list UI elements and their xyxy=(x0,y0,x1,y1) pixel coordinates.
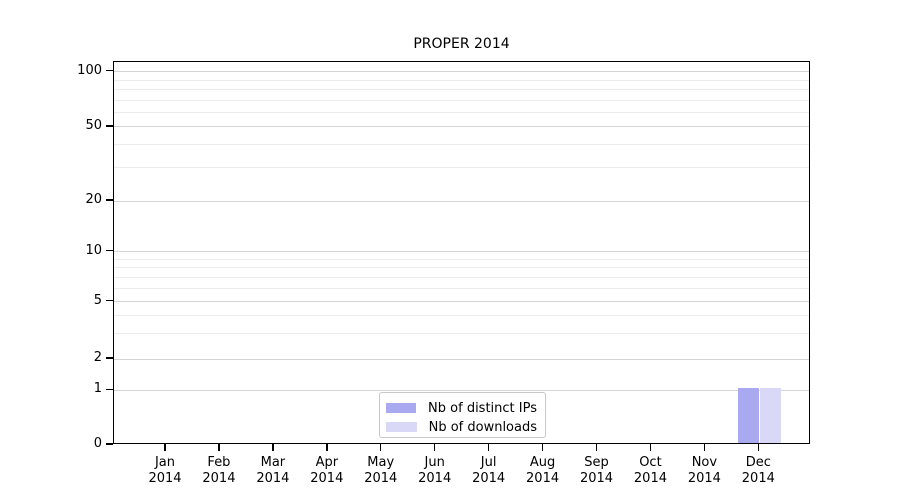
x-tick-mark xyxy=(757,444,760,451)
x-tick-label-month: Oct xyxy=(639,455,662,470)
x-tick-label-year: 2014 xyxy=(633,470,667,486)
gridline-minor xyxy=(114,144,809,146)
y-tick-label: 20 xyxy=(85,192,102,208)
y-tick-mark xyxy=(106,443,113,445)
x-tick-mark xyxy=(703,444,706,451)
y-tick-label: 1 xyxy=(93,381,102,397)
x-tick-label-month: May xyxy=(367,455,395,470)
gridline-major xyxy=(114,126,809,128)
x-tick-mark xyxy=(326,444,328,451)
x-tick-label: Sep 2014 xyxy=(567,455,627,486)
x-tick-label-month: Sep xyxy=(584,455,609,470)
x-tick-mark xyxy=(380,444,382,451)
x-tick-label: Oct 2014 xyxy=(620,455,680,486)
y-tick-mark xyxy=(106,299,113,302)
x-tick-mark xyxy=(218,444,220,451)
y-tick-label: 50 xyxy=(85,117,102,133)
x-tick-label: Feb 2014 xyxy=(189,455,249,486)
x-tick-label-year: 2014 xyxy=(364,470,398,486)
x-tick-label-year: 2014 xyxy=(741,470,775,486)
x-tick-label: Nov 2014 xyxy=(674,455,734,486)
x-tick-label-year: 2014 xyxy=(148,470,182,486)
gridline-minor xyxy=(114,88,809,90)
x-tick-label-month: Apr xyxy=(315,455,339,470)
x-tick-label-month: Dec xyxy=(745,455,771,470)
bar-downloads xyxy=(759,388,781,443)
x-tick-mark xyxy=(272,444,274,451)
gridline-minor xyxy=(114,288,809,289)
x-tick-label-month: Jul xyxy=(480,455,497,470)
y-tick-mark xyxy=(106,199,113,201)
x-tick-label: Mar 2014 xyxy=(243,455,303,486)
y-tick-label: 10 xyxy=(85,242,102,258)
legend-swatch-downloads xyxy=(386,422,417,432)
x-tick-mark xyxy=(487,444,490,451)
gridline-major xyxy=(114,389,809,391)
x-tick-label-year: 2014 xyxy=(579,470,614,486)
gridline-minor xyxy=(114,112,809,114)
x-tick-mark xyxy=(541,444,544,451)
legend-label-downloads: Nb of downloads xyxy=(428,419,537,435)
gridline-minor xyxy=(114,333,809,335)
y-tick-label: 5 xyxy=(93,292,102,308)
x-tick-mark xyxy=(649,444,652,451)
y-tick-label: 100 xyxy=(77,62,102,78)
x-tick-label-year: 2014 xyxy=(526,470,560,486)
gridline-minor xyxy=(114,166,809,168)
x-tick-label: Jan 2014 xyxy=(135,455,195,486)
x-tick-mark xyxy=(595,444,598,451)
x-tick-mark xyxy=(164,444,166,451)
gridline-minor xyxy=(114,315,809,317)
legend-label-distinct-ips: Nb of distinct IPs xyxy=(428,400,537,416)
x-tick-label: Apr 2014 xyxy=(297,455,357,486)
y-tick-mark xyxy=(106,388,113,390)
bar-distinct-ips xyxy=(737,388,759,443)
x-tick-label-year: 2014 xyxy=(472,470,506,486)
x-tick-label: Aug 2014 xyxy=(513,455,573,486)
gridline-major xyxy=(114,251,809,253)
y-tick-mark xyxy=(106,357,113,359)
x-tick-label-month: Mar xyxy=(260,455,286,470)
gridline-major xyxy=(114,358,809,360)
chart-title: PROPER 2014 xyxy=(413,36,510,52)
x-tick-label: Jun 2014 xyxy=(405,455,465,486)
y-tick-label: 2 xyxy=(93,350,102,366)
x-tick-label-year: 2014 xyxy=(310,470,344,486)
y-tick-label: 0 xyxy=(93,436,102,451)
gridline-major xyxy=(114,71,809,73)
gridline-minor xyxy=(114,99,809,101)
x-tick-label-month: Jun xyxy=(424,455,445,470)
x-tick-label-month: Feb xyxy=(207,455,231,470)
x-tick-label-year: 2014 xyxy=(256,470,290,486)
x-tick-label: Dec 2014 xyxy=(728,455,788,486)
gridline-major xyxy=(114,301,809,303)
gridline-minor xyxy=(114,267,809,269)
x-tick-label-year: 2014 xyxy=(687,470,721,486)
x-tick-label-month: Aug xyxy=(529,455,556,470)
y-tick-mark xyxy=(106,249,113,252)
legend-entry-distinct-ips: Nb of distinct IPs xyxy=(386,400,537,416)
legend-swatch-distinct-ips xyxy=(386,403,417,413)
x-tick-label: Jul 2014 xyxy=(459,455,519,486)
x-tick-label: May 2014 xyxy=(351,455,411,486)
x-tick-label-year: 2014 xyxy=(418,470,452,486)
x-tick-label-year: 2014 xyxy=(202,470,236,486)
legend-entry-downloads: Nb of downloads xyxy=(386,419,537,435)
y-tick-mark xyxy=(106,69,113,72)
y-tick-mark xyxy=(106,125,113,127)
x-tick-label-month: Nov xyxy=(691,455,718,470)
plot-area: Nb of distinct IPs Nb of downloads xyxy=(113,61,810,444)
gridline-minor xyxy=(114,276,809,278)
gridline-minor xyxy=(114,79,809,81)
x-tick-label-month: Jan xyxy=(154,455,176,470)
gridline-major xyxy=(114,200,809,202)
gridline-minor xyxy=(114,258,809,260)
x-tick-mark xyxy=(434,444,436,451)
legend: Nb of distinct IPs Nb of downloads xyxy=(379,392,546,438)
